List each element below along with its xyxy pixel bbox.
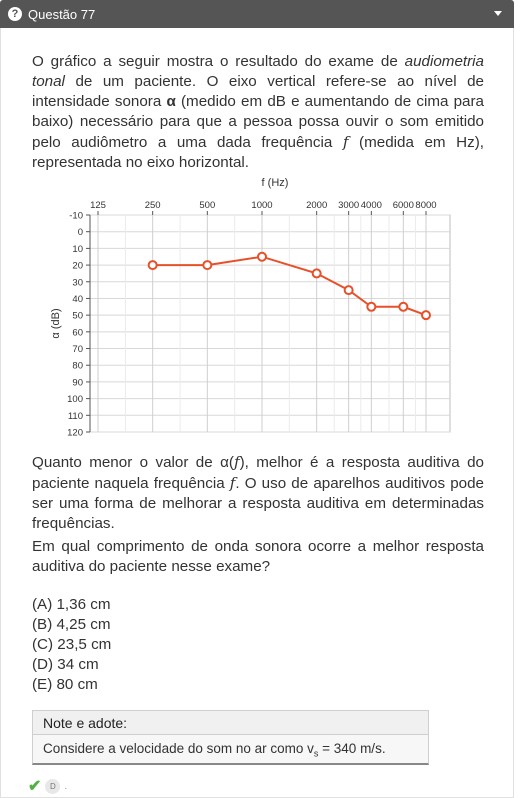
x-axis-title: f (Hz): [262, 177, 289, 189]
y-axis-title: α (dB): [50, 308, 62, 338]
data-point: [398, 301, 409, 312]
question-prompt: Em qual comprimento de onda sonora ocorr…: [32, 538, 484, 575]
data-point: [257, 251, 267, 262]
note-title: Note e adote:: [33, 711, 428, 735]
y-tick-label: 90: [72, 377, 83, 388]
y-tick-label: 110: [68, 411, 83, 422]
y-tick-label: 40: [72, 294, 83, 305]
data-point: [343, 285, 354, 296]
data-point: [366, 301, 377, 312]
note-body: Considere a velocidade do som no ar como…: [43, 741, 386, 759]
caret-down-icon[interactable]: [494, 11, 502, 16]
question-title: Questão 77: [28, 6, 96, 22]
y-tick-label: 70: [72, 344, 83, 355]
y-tick-label: 10: [72, 244, 83, 255]
check-icon: ✔: [28, 778, 42, 795]
option-b[interactable]: (B) 4,25 cm: [32, 616, 111, 633]
series-line: [152, 255, 427, 317]
y-tick-label: 0: [78, 227, 83, 238]
y-tick-label: 80: [72, 361, 83, 372]
plot-frame: [89, 214, 451, 433]
answer-badge[interactable]: D: [45, 778, 61, 794]
footer-dot: .: [64, 780, 68, 792]
y-tick-label: 120: [67, 428, 83, 439]
y-tick-label: 30: [72, 277, 83, 288]
y-tick-label: 100: [67, 394, 83, 405]
answer-footer: ✔ D .: [28, 776, 67, 796]
audiogram-chart: -10 0 10 20 30 40 50 60 70 80 90 100 110 120 125 250 500…: [45, 172, 460, 442]
x-tick-label: 3000: [338, 200, 359, 211]
x-tick-label: 6000: [393, 200, 414, 211]
x-tick-label: 125: [90, 200, 106, 211]
question-header[interactable]: ? Questão 77: [0, 0, 514, 28]
option-e[interactable]: (E) 80 cm: [32, 676, 98, 693]
x-tick-label: 2000: [306, 200, 327, 211]
option-c[interactable]: (C) 23,5 cm: [32, 636, 112, 653]
note-box: Note e adote: Considere a velocidade do …: [32, 710, 429, 765]
y-tick-label: 20: [72, 261, 83, 272]
data-point: [311, 268, 322, 279]
y-tick-label: 50: [72, 311, 83, 322]
question-circle-icon: ?: [8, 7, 22, 21]
x-tick-label: 1000: [251, 200, 272, 211]
option-d[interactable]: (D) 34 cm: [32, 656, 99, 673]
question-after-chart: Quanto menor o valor de α(f), melhor é a…: [32, 453, 485, 532]
data-point: [147, 260, 158, 271]
x-tick-label: 8000: [415, 200, 436, 211]
question-intro: O gráfico a seguir mostra o resultado do…: [32, 53, 484, 171]
x-tick-label: 500: [199, 200, 215, 211]
x-tick-label: 4000: [361, 200, 382, 211]
x-tick-label: 250: [145, 200, 161, 211]
y-tick-label: 60: [72, 327, 83, 338]
y-tick-label: -10: [69, 211, 83, 222]
data-point: [421, 310, 431, 321]
option-a[interactable]: (A) 1,36 cm: [32, 596, 111, 613]
data-point: [202, 260, 213, 271]
answer-options: (A) 1,36 cm (B) 4,25 cm (C) 23,5 cm (D) …: [32, 595, 111, 695]
